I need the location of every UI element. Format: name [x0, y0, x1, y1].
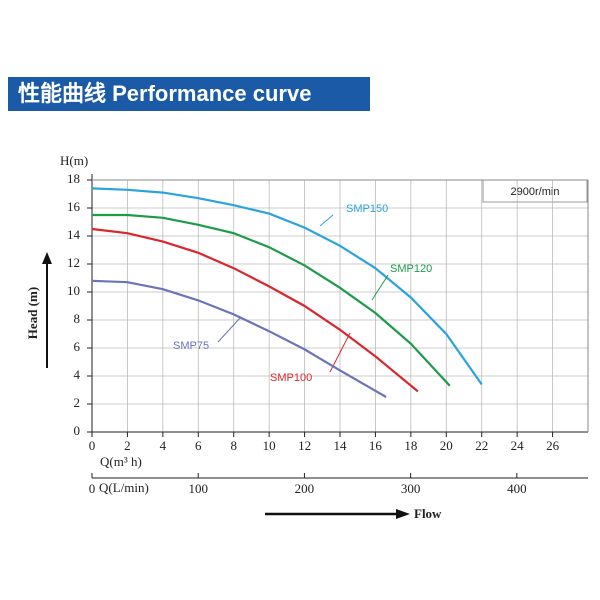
y-tick-label: 10: [67, 283, 80, 298]
x-tick-label: 6: [195, 438, 202, 453]
x-tick-label: 8: [230, 438, 237, 453]
y-tick-label: 16: [67, 199, 81, 214]
title-banner: [8, 77, 370, 111]
series-line: [92, 213, 451, 387]
x-tick-label: 26: [546, 438, 560, 453]
series-line: [91, 227, 419, 393]
x2-axis-title: Q(L/min): [99, 480, 149, 495]
x-axis-title: Q(m³ h): [100, 454, 142, 469]
y-tick-label: 0: [74, 423, 81, 438]
y-unit-label: H(m): [60, 153, 88, 168]
label-leader: [371, 274, 389, 301]
x-tick-label: 18: [404, 438, 417, 453]
x-tick-label: 22: [475, 438, 488, 453]
y-tick-label: 14: [67, 227, 81, 242]
flow-arrowhead: [396, 509, 410, 519]
annotation: 2900r/min: [511, 186, 560, 198]
series-label: SMP150: [346, 203, 388, 215]
x2-tick-label: 0: [89, 481, 96, 496]
y-tick-label: 6: [74, 339, 81, 354]
y-tick-label: 8: [74, 311, 81, 326]
series-line: [91, 279, 387, 398]
series-label: SMP120: [390, 263, 432, 275]
label-leader: [217, 317, 241, 343]
y-tick-label: 2: [74, 395, 81, 410]
y-tick-label: 12: [67, 255, 80, 270]
x2-tick-label: 300: [401, 481, 421, 496]
x2-tick-label: 100: [188, 481, 208, 496]
x2-tick-label: 200: [295, 481, 315, 496]
series-line: [91, 187, 483, 386]
series-label: SMP75: [173, 340, 209, 352]
x2-tick-label: 400: [507, 481, 527, 496]
x-tick-label: 2: [124, 438, 131, 453]
x-tick-label: 4: [160, 438, 167, 453]
x-tick-label: 24: [511, 438, 525, 453]
x-tick-label: 0: [89, 438, 96, 453]
head-arrowhead: [42, 252, 52, 264]
y-tick-label: 18: [67, 171, 80, 186]
flow-label: Flow: [414, 506, 442, 521]
x-tick-label: 16: [369, 438, 383, 453]
y-tick-label: 4: [74, 367, 81, 382]
y-axis-title: Head (m): [25, 287, 40, 339]
label-leader: [319, 214, 334, 227]
series-label: SMP100: [270, 372, 312, 384]
x-tick-label: 10: [263, 438, 276, 453]
x-tick-label: 14: [334, 438, 348, 453]
chart-title: 性能曲线 Performance curve: [18, 81, 311, 106]
x-tick-label: 20: [440, 438, 453, 453]
x-tick-label: 12: [298, 438, 311, 453]
